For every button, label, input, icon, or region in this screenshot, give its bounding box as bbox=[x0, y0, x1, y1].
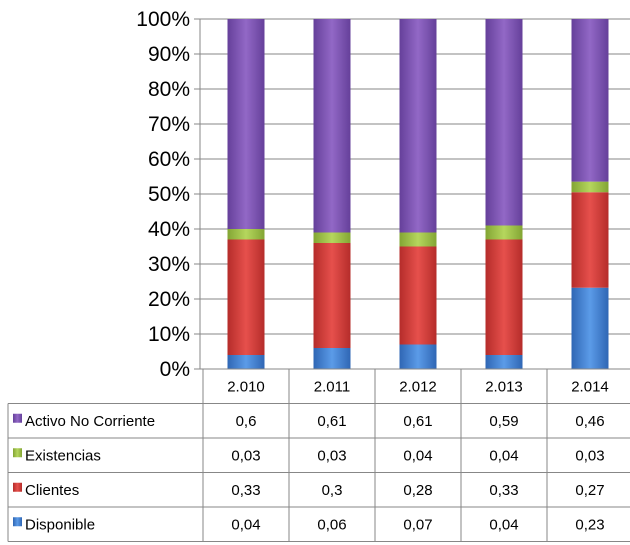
bar-segment-disponible bbox=[399, 344, 437, 369]
y-tick-label: 50% bbox=[148, 183, 190, 206]
data-value: 0,23 bbox=[575, 516, 604, 533]
category-label: 2.010 bbox=[227, 378, 265, 395]
data-value: 0,04 bbox=[489, 516, 518, 533]
category-label: 2.013 bbox=[485, 378, 523, 395]
bar-segment-existencias bbox=[571, 181, 609, 193]
y-tick-label: 20% bbox=[148, 288, 190, 311]
bar-segment-clientes bbox=[571, 192, 609, 288]
bar-segment-activo-no-corriente bbox=[227, 19, 265, 229]
data-value: 0,61 bbox=[317, 413, 346, 430]
bar-segment-clientes bbox=[485, 239, 523, 355]
row-label: Clientes bbox=[25, 482, 79, 499]
data-table: 2.010 2.011 2.012 2.013 2.014 Activo No Corri… bbox=[7, 368, 630, 542]
data-value: 0,28 bbox=[403, 482, 432, 499]
legend-key-disponible bbox=[13, 517, 22, 527]
row-label: Existencias bbox=[25, 447, 101, 464]
bar-segment-disponible bbox=[571, 287, 609, 369]
data-value: 0,33 bbox=[231, 482, 260, 499]
data-value: 0,03 bbox=[231, 447, 260, 464]
bar-segment-activo-no-corriente bbox=[399, 19, 437, 233]
y-tick-label: 40% bbox=[148, 218, 190, 241]
bar-segment-clientes bbox=[313, 243, 351, 348]
bar-segment-activo-no-corriente bbox=[485, 19, 523, 226]
bar-segment-disponible bbox=[485, 355, 523, 369]
data-value: 0,6 bbox=[236, 413, 257, 430]
data-value: 0,33 bbox=[489, 482, 518, 499]
data-value: 0,46 bbox=[575, 413, 604, 430]
y-tick-label: 100% bbox=[136, 8, 190, 31]
data-value: 0,3 bbox=[322, 482, 343, 499]
bar-segment-disponible bbox=[227, 355, 265, 369]
data-value: 0,59 bbox=[489, 413, 518, 430]
data-value: 0,06 bbox=[317, 516, 346, 533]
y-tick-label: 0% bbox=[160, 358, 190, 381]
y-tick-label: 90% bbox=[148, 43, 190, 66]
data-value: 0,04 bbox=[489, 447, 518, 464]
category-label: 2.012 bbox=[399, 378, 437, 395]
bar-segment-existencias bbox=[227, 229, 265, 240]
legend-key-existencias bbox=[13, 448, 22, 458]
bar-segment-clientes bbox=[399, 246, 437, 345]
legend-key-clientes bbox=[13, 482, 22, 492]
bar-segment-disponible bbox=[313, 348, 351, 369]
bars bbox=[227, 19, 609, 369]
y-tick-label: 70% bbox=[148, 113, 190, 136]
data-value: 0,03 bbox=[575, 447, 604, 464]
y-tick-label: 30% bbox=[148, 253, 190, 276]
bar-segment-activo-no-corriente bbox=[571, 19, 609, 182]
bar-segment-clientes bbox=[227, 239, 265, 355]
data-value: 0,04 bbox=[403, 447, 432, 464]
data-value: 0,61 bbox=[403, 413, 432, 430]
data-value: 0,27 bbox=[575, 482, 604, 499]
y-tick-label: 80% bbox=[148, 78, 190, 101]
y-tick-label: 60% bbox=[148, 148, 190, 171]
bar-segment-existencias bbox=[399, 232, 437, 247]
y-axis: 0% 10% 20% 30% 40% 50% 60% 70% 80% 90% 100% bbox=[136, 8, 201, 381]
row-label: Activo No Corriente bbox=[25, 413, 155, 430]
row-label: Disponible bbox=[25, 516, 95, 533]
y-tick-label: 10% bbox=[148, 323, 190, 346]
bar-segment-existencias bbox=[485, 225, 523, 240]
data-value: 0,07 bbox=[403, 516, 432, 533]
bar-segment-activo-no-corriente bbox=[313, 19, 351, 233]
legend-key-activo-no-corriente bbox=[13, 413, 22, 423]
data-value: 0,03 bbox=[317, 447, 346, 464]
category-label: 2.014 bbox=[571, 378, 609, 395]
category-label: 2.011 bbox=[314, 378, 350, 395]
bar-segment-existencias bbox=[313, 232, 351, 243]
data-value: 0,04 bbox=[231, 516, 260, 533]
